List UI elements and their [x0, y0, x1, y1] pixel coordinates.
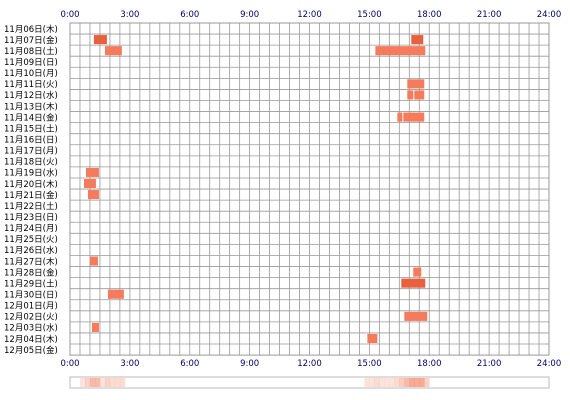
row-label: 12月05日(金) [4, 345, 58, 356]
event-bar [85, 167, 99, 177]
row-label: 11月13日(木) [4, 101, 58, 112]
summary-cell [389, 378, 395, 387]
time-axis: 0:00 0:00 3:00 3:00 6:00 6:00 9:00 9:00 12:00 12:… [60, 10, 561, 369]
bottom-tick-label: 18:00 [417, 359, 442, 369]
row-label: 12月03日(水) [4, 323, 58, 334]
event-bar [403, 112, 425, 122]
row-label: 11月30日(日) [4, 290, 58, 300]
row-label: 11月06日(木) [4, 24, 58, 35]
event-bar [83, 178, 96, 189]
summary-cell [364, 378, 370, 387]
row-label: 12月04日(木) [4, 334, 58, 345]
row-label: 11月14日(金) [4, 112, 58, 123]
row-label: 11月12日(水) [4, 90, 58, 101]
event-bar [401, 278, 426, 288]
summary-cell [84, 378, 91, 387]
row-label: 11月24日(月) [4, 224, 58, 234]
event-bar [375, 46, 426, 56]
event-bar [413, 267, 422, 277]
summary-cell [394, 378, 400, 387]
row-label: 11月15日(土) [4, 123, 58, 134]
top-tick-label: 18:00 [417, 10, 442, 20]
row-label: 12月01日(月) [4, 302, 58, 312]
summary-cell [409, 378, 415, 387]
row-label: 11月28日(金) [4, 267, 58, 278]
row-labels: 11月06日(木)11月07日(金)11月08日(土)11月09日(日)11月1… [4, 24, 58, 356]
chart-grid [69, 22, 550, 356]
summary-cell [399, 378, 405, 387]
bottom-tick-label: 3:00 [120, 359, 139, 369]
event-bar [414, 90, 425, 100]
row-label: 11月17日(月) [4, 147, 58, 157]
row-label: 11月23日(日) [4, 213, 58, 223]
daily-summary-bar [69, 376, 550, 389]
row-label: 11月18日(火) [4, 158, 58, 168]
top-tick-label: 21:00 [477, 10, 502, 20]
event-bar [87, 190, 99, 200]
row-label: 11月22日(土) [4, 201, 58, 212]
bottom-tick-label: 0:00 [60, 359, 79, 369]
summary-cell [79, 378, 86, 387]
summary-cell [119, 378, 126, 387]
row-label: 11月21日(金) [4, 190, 58, 201]
row-label: 11月09日(日) [4, 58, 58, 68]
summary-cell [89, 378, 96, 387]
bottom-tick-label: 12:00 [297, 359, 322, 369]
summary-cell [104, 378, 111, 387]
top-tick-label: 9:00 [240, 10, 259, 20]
row-label: 11月11日(火) [4, 80, 58, 90]
event-bar [404, 311, 428, 321]
summary-cell [384, 378, 390, 387]
event-bar [411, 35, 424, 45]
event-bar [91, 322, 99, 332]
row-label: 11月27日(木) [4, 256, 58, 267]
top-tick-label: 12:00 [297, 10, 322, 20]
summary-cell [424, 378, 430, 387]
event-bar [104, 46, 122, 56]
summary-cell [374, 378, 380, 387]
top-tick-label: 15:00 [357, 10, 382, 20]
summary-cell [369, 378, 375, 387]
bottom-tick-label: 21:00 [477, 359, 502, 369]
row-label: 11月29日(土) [4, 278, 58, 289]
summary-cell [99, 378, 106, 387]
event-bar [367, 333, 378, 344]
event-bar [397, 112, 403, 122]
summary-frame [69, 376, 550, 389]
summary-cell [94, 378, 101, 387]
bottom-tick-label: 15:00 [357, 359, 382, 369]
row-label: 11月07日(金) [4, 35, 58, 46]
row-label: 11月25日(火) [4, 235, 58, 245]
row-label: 11月19日(水) [4, 168, 58, 179]
summary-cell [404, 378, 410, 387]
bottom-tick-label: 6:00 [180, 359, 199, 369]
summary-cell [109, 378, 116, 387]
event-bar [107, 289, 124, 299]
summary-cell [379, 378, 385, 387]
event-bar [407, 90, 414, 100]
top-tick-label: 3:00 [120, 10, 139, 20]
event-bar [89, 256, 98, 266]
row-label: 11月16日(日) [4, 136, 58, 146]
event-bar [407, 79, 425, 89]
top-tick-label: 0:00 [60, 10, 79, 20]
summary-cell [419, 378, 425, 387]
row-label: 12月02日(火) [4, 313, 58, 323]
bottom-tick-label: 24:00 [537, 359, 562, 369]
top-tick-label: 24:00 [537, 10, 562, 20]
event-bar [93, 35, 107, 45]
summary-cell [114, 378, 121, 387]
top-tick-label: 6:00 [180, 10, 199, 20]
summary-cell [414, 378, 420, 387]
bottom-tick-label: 9:00 [240, 359, 259, 369]
event-bars [83, 35, 428, 344]
row-label: 11月20日(木) [4, 179, 58, 190]
row-label: 11月10日(月) [4, 69, 58, 79]
row-label: 11月08日(土) [4, 46, 58, 57]
row-label: 11月26日(水) [4, 245, 58, 256]
